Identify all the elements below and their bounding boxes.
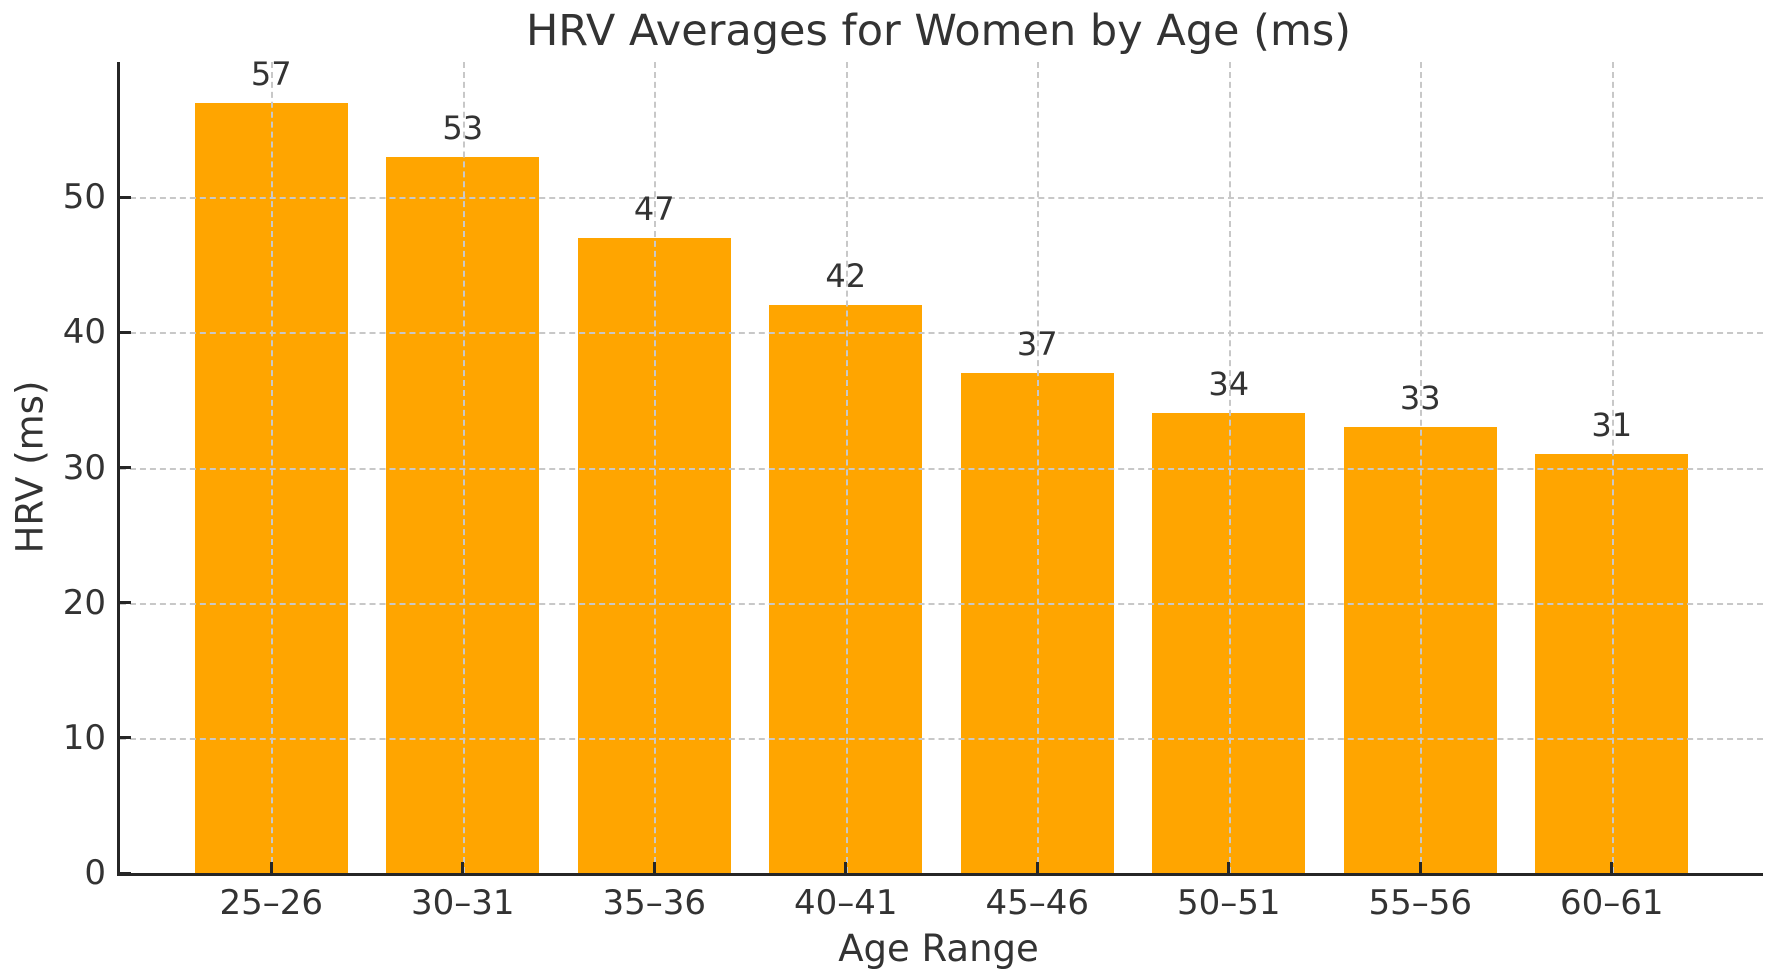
h-gridline (120, 737, 1763, 740)
chart-title: HRV Averages for Women by Age (ms) (525, 6, 1352, 56)
bar-value-label: 34 (1208, 365, 1250, 404)
y-tick-mark (120, 871, 131, 875)
v-gridline (271, 62, 274, 873)
v-gridline (1611, 62, 1614, 873)
v-gridline (1037, 62, 1040, 873)
v-gridline (845, 62, 848, 873)
x-tick-label: 30–31 (411, 883, 515, 923)
x-tick-mark (461, 862, 465, 873)
y-tick-label: 10 (62, 717, 106, 758)
bar (1535, 453, 1689, 873)
bar-value-label: 47 (633, 189, 675, 228)
y-tick-mark (120, 736, 131, 740)
x-tick-mark (1610, 862, 1614, 873)
v-gridline (462, 62, 465, 873)
y-tick-mark (120, 466, 131, 469)
y-tick-label: 30 (62, 447, 106, 488)
bar-value-label: 33 (1399, 378, 1441, 417)
v-gridline (654, 62, 657, 873)
h-gridline (120, 197, 1763, 200)
y-axis-title: HRV (ms) (8, 380, 52, 554)
x-tick-label: 40–41 (793, 883, 898, 923)
x-tick-mark (1418, 862, 1422, 873)
x-tick-mark (1035, 862, 1039, 873)
v-gridline (1420, 62, 1423, 873)
x-tick-mark (1227, 862, 1231, 873)
y-tick-mark (120, 195, 131, 199)
x-tick-mark (269, 862, 273, 873)
bar-value-label: 42 (825, 257, 867, 296)
y-tick-label: 50 (62, 177, 106, 218)
x-tick-label: 55–56 (1368, 883, 1472, 923)
bar-value-label: 31 (1591, 405, 1633, 444)
x-tick-label: 50–51 (1176, 883, 1281, 923)
plot-area: 57 53 47 42 37 34 33 31 0 10 20 30 40 50 25–26 30–31 35–… (63, 55, 1763, 923)
y-tick-label: 0 (84, 853, 106, 893)
v-gridline (1228, 62, 1231, 873)
bar-value-label: 57 (250, 54, 292, 93)
x-tick-label: 45–46 (985, 883, 1089, 923)
y-tick-label: 40 (62, 312, 106, 353)
bar-value-label: 53 (442, 108, 484, 147)
h-gridline (120, 602, 1763, 605)
x-tick-label: 35–36 (602, 883, 707, 923)
x-tick-label: 25–26 (219, 883, 324, 923)
y-tick-mark (120, 330, 131, 334)
x-tick-label: 60–61 (1559, 883, 1664, 923)
x-tick-mark (652, 862, 656, 873)
y-tick-mark (120, 601, 131, 605)
y-tick-label: 20 (62, 582, 106, 623)
bar-value-label: 37 (1016, 324, 1058, 363)
x-tick-mark (844, 862, 848, 873)
h-gridline (120, 467, 1763, 470)
x-axis-title: Age Range (838, 927, 1039, 970)
h-gridline (120, 332, 1763, 335)
